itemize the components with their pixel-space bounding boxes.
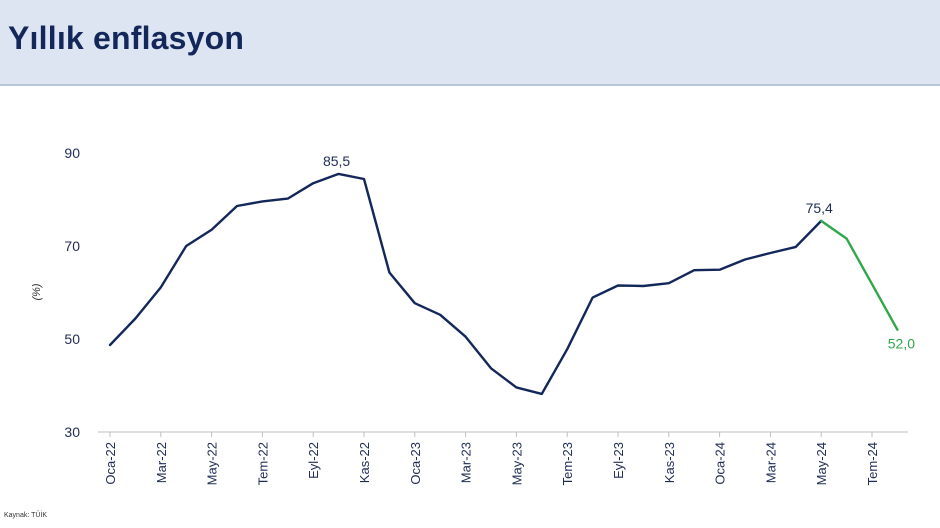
y-tick-label: 50	[64, 331, 80, 347]
x-tick-label: Tem-24	[865, 442, 880, 485]
data-label: 52,0	[888, 336, 915, 352]
x-tick-label: May-22	[205, 442, 220, 485]
x-tick-label: Tem-22	[255, 442, 270, 485]
x-tick-label: Tem-23	[560, 442, 575, 485]
x-tick-label: Mar-23	[459, 442, 474, 483]
page-title: Yıllık enflasyon	[8, 20, 245, 56]
x-tick-label: Oca-22	[103, 442, 118, 485]
x-tick-label: Eyl-22	[306, 442, 321, 479]
header-bar: Yıllık enflasyon	[0, 0, 940, 86]
y-tick-label: 90	[64, 145, 80, 161]
y-tick-label: 70	[64, 238, 80, 254]
x-tick-label: Mar-22	[154, 442, 169, 483]
series-line-actual	[108, 172, 823, 396]
y-tick-label: 30	[64, 424, 80, 440]
x-tick-label: Kas-23	[662, 442, 677, 483]
x-tick-label: Oca-24	[713, 442, 728, 485]
x-tick-label: Eyl-23	[611, 442, 626, 479]
y-axis-label: (%)	[31, 283, 43, 300]
x-tick-label: May-23	[509, 442, 524, 485]
x-tick-label: May-24	[814, 442, 829, 485]
data-label: 75,4	[806, 200, 833, 216]
series-line-forecast	[820, 219, 899, 331]
x-tick-label: Oca-23	[408, 442, 423, 485]
x-tick-label: Kas-22	[357, 442, 372, 483]
source-note: Kaynak: TÜİK	[4, 512, 48, 519]
x-tick-label: Mar-24	[763, 442, 778, 483]
data-label: 85,5	[323, 153, 350, 169]
